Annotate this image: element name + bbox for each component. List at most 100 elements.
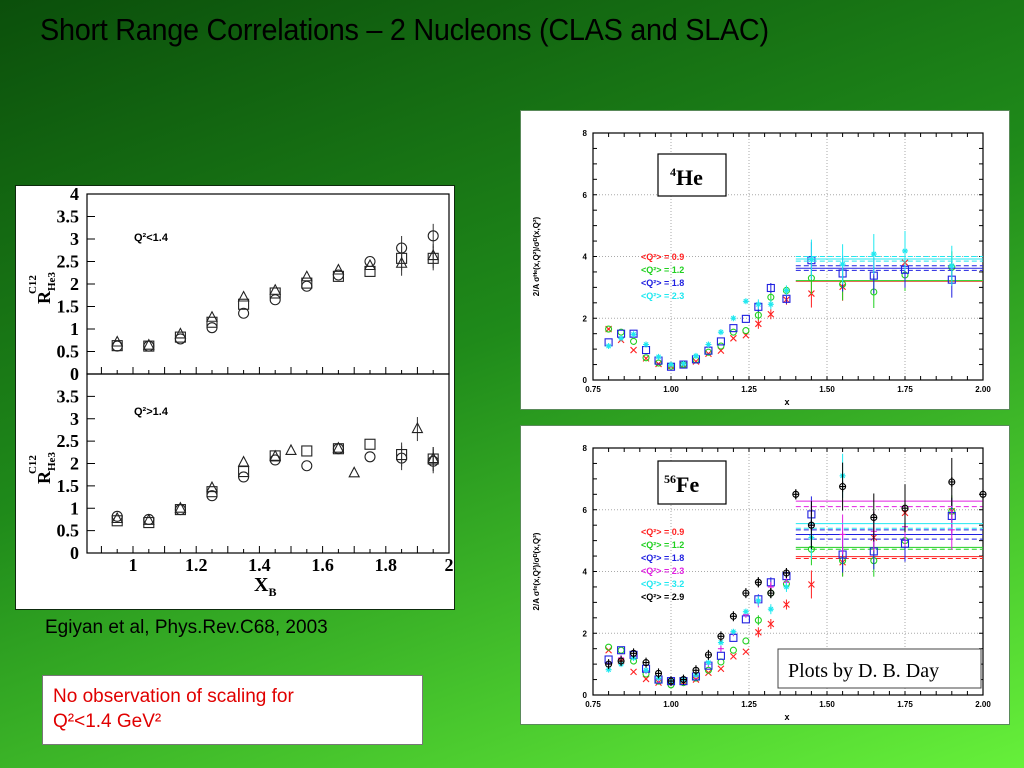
data-point-oplus — [654, 668, 663, 679]
panel-label-low-q2: Q²<1.4 — [134, 232, 169, 244]
x-tick-label: 0.75 — [585, 700, 601, 709]
data-point-circle — [642, 354, 650, 362]
data-point-star — [705, 659, 712, 666]
data-point-x — [742, 648, 750, 656]
data-point-oplus — [717, 631, 725, 642]
data-point-oplus — [630, 648, 638, 659]
data-point-star — [618, 335, 625, 342]
data-point-oplus — [642, 657, 650, 668]
citation-caption: Egiyan et al, Phys.Rev.C68, 2003 — [45, 617, 328, 638]
data-point-square — [332, 270, 344, 282]
x-tick-label: 1.4 — [248, 555, 271, 575]
data-point-oplus — [807, 520, 815, 531]
y-tick-label: 1 — [70, 319, 79, 339]
data-point-star — [902, 247, 908, 254]
fe56-chart-panel: 0 2 4 6 8 0.75 1.00 1.25 1.50 1.75 2.00 x 2/A σᶠᵉ(x,… — [520, 425, 1010, 725]
data-point-triangle — [427, 248, 440, 261]
panel-label-high-q2: Q²>1.4 — [134, 406, 169, 418]
y-tick-label: 0 — [70, 543, 79, 563]
y-tick-label: 0 — [583, 691, 588, 700]
data-point-oplus — [979, 489, 987, 500]
data-point-square — [301, 445, 313, 457]
data-point-star — [717, 329, 724, 336]
data-point-star — [783, 287, 790, 294]
data-point-triangle — [237, 455, 250, 467]
data-point-triangle — [300, 270, 313, 282]
y-tick-label: 3 — [70, 409, 79, 429]
marker-cross — [668, 676, 674, 687]
legend-entry: <Q²> = 1.8 — [641, 553, 684, 563]
x-tick-label: 2.00 — [975, 385, 991, 394]
x-tick-label: 1.25 — [741, 385, 757, 394]
legend-entry: <Q²> = 1.2 — [641, 265, 684, 275]
data-point-star — [755, 301, 762, 308]
marker-cross — [902, 503, 908, 514]
data-point-oplus — [679, 674, 688, 685]
data-point-circle — [238, 307, 250, 319]
data-point-plus — [717, 645, 724, 652]
legend-entry: <Q²> = 0.9 — [641, 527, 684, 537]
y-axis-label-bottom: RHe3C12 — [27, 452, 58, 484]
data-point-star — [630, 331, 637, 338]
y-tick-label: 2.5 — [57, 252, 80, 272]
data-point-oplus — [870, 512, 878, 523]
data-point-triangle — [411, 421, 424, 434]
data-point-x — [767, 310, 775, 318]
data-point-square — [641, 346, 651, 355]
data-point-square — [143, 340, 155, 352]
marker-cross — [692, 665, 699, 676]
data-point-circle — [605, 325, 613, 333]
y-tick-label: 2 — [70, 274, 79, 294]
data-point-x — [808, 581, 815, 588]
data-point-oplus — [692, 665, 700, 676]
data-point-oplus — [782, 568, 790, 579]
data-point-oplus — [839, 481, 847, 492]
data-point-square — [111, 515, 123, 527]
y-tick-label: 0.5 — [57, 521, 80, 541]
x-tick-label: 1.75 — [897, 700, 913, 709]
data-point-x — [692, 358, 700, 365]
data-point-triangle — [142, 513, 155, 525]
data-point-square — [766, 283, 775, 293]
y-axis-label: 2/A σᶠᵉ(x,Q²)/σᴰ(x,Q²) — [532, 532, 541, 610]
x-tick-label: 1.50 — [819, 385, 835, 394]
nucleus-label: 56Fe — [664, 472, 699, 497]
he4-chart-panel: 0 2 4 6 8 0.75 1.00 1.25 1.50 1.75 2.00 x 2/A σᴴᵉ(x,… — [520, 110, 1010, 410]
data-point-circle — [754, 311, 762, 319]
data-point-star — [717, 639, 724, 646]
data-point-star — [730, 628, 737, 635]
data-point-x — [767, 620, 775, 628]
x-tick-label: 1.25 — [741, 700, 757, 709]
marker-cross — [643, 657, 650, 668]
data-point-triangle — [269, 449, 282, 461]
data-point-x — [630, 668, 637, 676]
data-point-star — [705, 341, 712, 348]
marker-cross — [948, 476, 955, 487]
data-point-star — [730, 315, 737, 322]
x-tick-label: 2 — [445, 555, 454, 575]
x-tick-label: 1.6 — [311, 555, 334, 575]
data-point-circle — [605, 643, 613, 651]
data-point-circle — [742, 637, 750, 645]
note-line-1: No observation of scaling for — [53, 686, 294, 707]
data-point-square — [741, 314, 750, 323]
x-axis-label: XB — [254, 574, 276, 599]
data-point-triangle — [348, 466, 361, 478]
y-tick-label: 2 — [583, 314, 588, 323]
data-point-circle — [617, 646, 625, 654]
y-tick-label: 1.5 — [57, 297, 80, 317]
data-point-star — [783, 583, 790, 590]
y-tick-label: 3.5 — [57, 386, 80, 406]
data-point-oplus — [948, 476, 956, 487]
data-point-triangle — [395, 256, 408, 268]
data-point-oplus — [767, 588, 775, 599]
x-tick-label: 2.00 — [975, 700, 991, 709]
data-point-triangle — [237, 290, 250, 302]
data-point-oplus — [729, 611, 737, 622]
plot-credit: Plots by D. B. Day — [788, 660, 939, 682]
y-tick-label: 2 — [70, 454, 79, 474]
nucleus-label: 4He — [670, 165, 703, 190]
data-point-star — [742, 298, 749, 305]
data-point-circle — [427, 230, 439, 242]
data-point-oplus — [792, 489, 800, 500]
